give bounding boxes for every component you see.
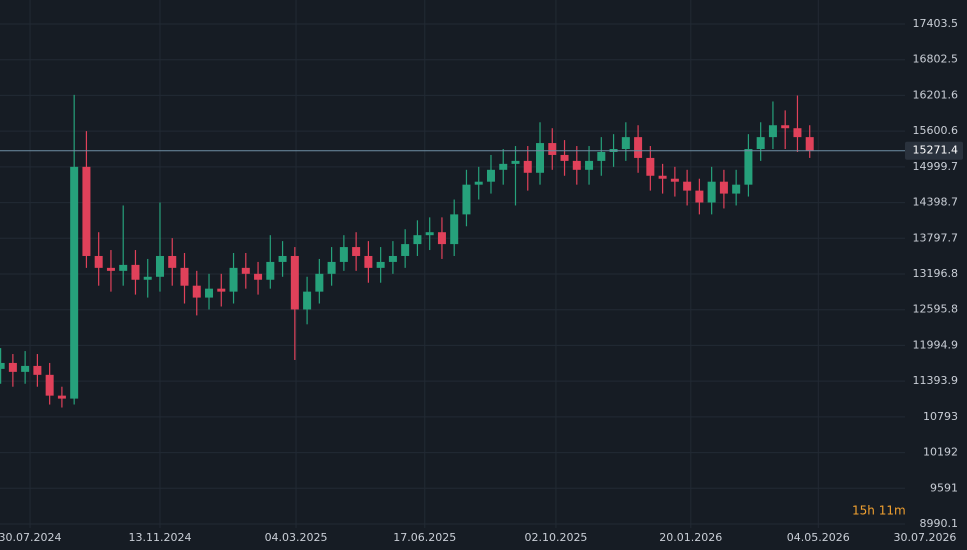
candle-body	[499, 163, 508, 170]
candle-body	[339, 247, 348, 262]
candle-body	[450, 214, 459, 245]
y-tick-label: 8990.1	[920, 517, 959, 530]
x-tick-label: 04.05.2026	[787, 531, 850, 544]
y-tick-label: 14999.7	[913, 160, 959, 173]
candle-body	[229, 267, 238, 292]
candle-body	[634, 137, 643, 158]
y-tick-label: 9591	[930, 481, 958, 494]
candle-body	[266, 261, 275, 280]
candle-body	[658, 175, 667, 179]
candle-body	[192, 285, 201, 298]
candle-body	[768, 125, 777, 138]
candle-body	[290, 255, 299, 310]
y-tick-label: 11994.9	[913, 338, 959, 351]
candle-body	[364, 255, 373, 268]
candle-body	[57, 395, 66, 399]
candle-body	[70, 166, 79, 399]
x-tick-label: 30.07.2024	[0, 531, 62, 544]
x-tick-label: 02.10.2025	[524, 531, 587, 544]
candle-body	[646, 157, 655, 176]
candle-body	[119, 264, 128, 271]
candle-body	[585, 160, 594, 170]
y-tick-label: 16201.6	[913, 88, 959, 101]
candle-body	[548, 143, 557, 155]
candle-body	[572, 160, 581, 170]
candle-body	[805, 137, 814, 151]
candle-body	[82, 166, 91, 256]
candle-body	[536, 143, 545, 173]
y-tick-label: 16802.5	[913, 53, 959, 66]
candle-body	[707, 181, 716, 203]
candle-body	[793, 128, 802, 138]
candle-body	[21, 365, 30, 372]
candle-body	[560, 154, 569, 161]
candle-body	[315, 273, 324, 292]
candle-body	[756, 137, 765, 150]
candle-body	[0, 362, 5, 369]
x-tick-label: 30.07.2026	[893, 531, 956, 544]
x-tick-label: 13.11.2024	[128, 531, 191, 544]
candle-body	[106, 267, 115, 271]
candle-body	[254, 273, 263, 280]
y-tick-label: 17403.5	[913, 17, 959, 30]
y-tick-label: 15600.6	[913, 124, 959, 137]
candle-body	[695, 190, 704, 203]
candle-body	[168, 255, 177, 268]
x-tick-label: 04.03.2025	[265, 531, 328, 544]
y-tick-label: 11393.9	[913, 374, 959, 387]
candle-body	[781, 125, 790, 129]
last-price-box	[905, 141, 963, 160]
candle-body	[8, 362, 17, 372]
candle-body	[474, 181, 483, 185]
candle-body	[683, 181, 692, 191]
candle-body	[744, 149, 753, 185]
x-tick-label: 17.06.2025	[393, 531, 456, 544]
candle-body	[155, 255, 164, 277]
candle-body	[33, 365, 42, 375]
y-tick-label: 13797.7	[913, 231, 959, 244]
candle-body	[597, 151, 606, 161]
candle-body	[670, 178, 679, 182]
candle-body	[425, 232, 434, 236]
y-tick-label: 13196.8	[913, 267, 959, 280]
candle-body	[462, 184, 471, 215]
candle-body	[205, 288, 214, 298]
candle-body	[719, 181, 728, 194]
candle-body	[217, 288, 226, 292]
candle-body	[401, 244, 410, 256]
candle-body	[303, 291, 312, 310]
candle-body	[621, 137, 630, 150]
candle-body	[131, 264, 140, 280]
last-price-label: 15271.4	[913, 144, 959, 157]
candle-body	[388, 255, 397, 262]
candle-body	[352, 247, 361, 256]
candle-body	[241, 267, 250, 274]
candle-body	[278, 255, 287, 262]
candle-body	[94, 255, 103, 268]
candle-body	[413, 235, 422, 245]
countdown: 15h 11m	[852, 504, 906, 518]
candle-body	[376, 261, 385, 268]
candle-body	[45, 374, 54, 396]
candle-body	[732, 184, 741, 194]
y-tick-label: 14398.7	[913, 196, 959, 209]
candle-body	[437, 232, 446, 245]
candle-body	[523, 160, 532, 173]
y-tick-label: 10793	[923, 410, 958, 423]
candle-body	[180, 267, 189, 286]
y-tick-label: 10192	[923, 446, 958, 459]
candle-body	[327, 261, 336, 274]
y-tick-label: 12595.8	[913, 303, 959, 316]
candle-body	[511, 160, 520, 164]
candle-body	[486, 169, 495, 182]
candle-body	[143, 276, 152, 280]
x-tick-label: 20.01.2026	[659, 531, 722, 544]
